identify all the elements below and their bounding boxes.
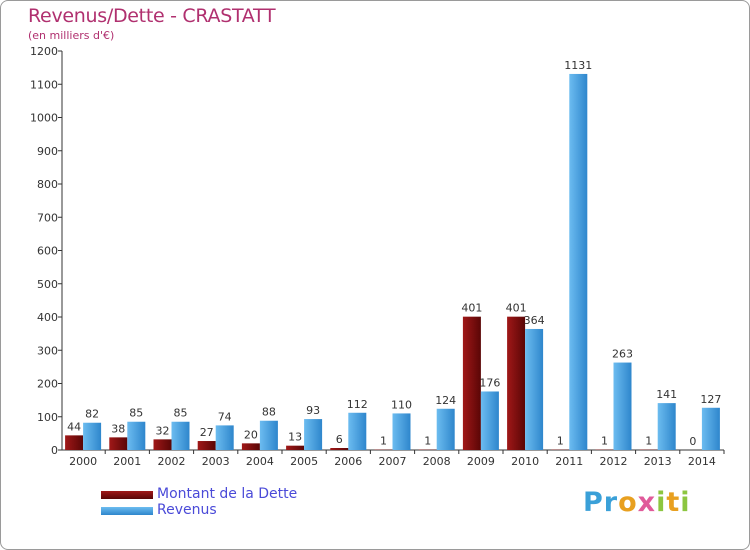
data-label-revenue: 263 [612, 348, 633, 361]
bar-debt [197, 441, 216, 450]
data-label-debt: 401 [461, 302, 482, 315]
data-label-revenue: 93 [306, 404, 320, 417]
proxiti-logo: Proxiti [583, 487, 691, 518]
bar-revenue [480, 391, 499, 450]
x-tick-label: 2009 [467, 455, 495, 468]
data-label-revenue: 110 [391, 398, 412, 411]
y-tick-label: 800 [37, 178, 58, 191]
data-label-debt: 401 [506, 302, 527, 315]
bar-revenue [171, 421, 190, 450]
data-label-debt: 1 [557, 435, 564, 448]
x-tick-label: 2012 [600, 455, 628, 468]
bar-revenue [436, 408, 455, 450]
legend-swatch-revenue [101, 507, 153, 515]
bar-revenue [304, 419, 323, 450]
y-tick-label: 100 [37, 411, 58, 424]
data-label-revenue: 82 [85, 408, 99, 421]
legend-swatch-debt [101, 491, 153, 499]
x-tick-label: 2004 [246, 455, 274, 468]
data-label-revenue: 74 [218, 410, 232, 423]
bar-debt [109, 437, 128, 450]
y-tick-label: 400 [37, 311, 58, 324]
y-tick-label: 1200 [30, 45, 58, 58]
x-tick-label: 2010 [511, 455, 539, 468]
bar-debt [462, 316, 481, 450]
chart-title: Revenus/Dette - CRASTATT [28, 5, 276, 27]
bar-debt [241, 443, 260, 450]
data-label-debt: 0 [689, 435, 696, 448]
data-label-revenue: 127 [700, 393, 721, 406]
bar-debt [507, 316, 526, 450]
data-label-debt: 13 [288, 431, 302, 444]
data-label-debt: 32 [156, 424, 170, 437]
x-tick-label: 2003 [202, 455, 230, 468]
y-tick-label: 0 [51, 444, 58, 457]
legend-label-debt: Montant de la Dette [157, 486, 298, 502]
bar-revenue [259, 420, 278, 450]
x-tick-label: 2007 [379, 455, 407, 468]
y-tick-label: 300 [37, 344, 58, 357]
chart-subtitle: (en milliers d'€) [28, 29, 115, 42]
y-tick-label: 600 [37, 245, 58, 258]
bar-revenue [127, 421, 146, 450]
data-label-debt: 1 [424, 435, 431, 448]
x-tick-label: 2011 [555, 455, 583, 468]
bar-revenue [657, 403, 676, 450]
bar-revenue [613, 362, 632, 450]
bar-debt [286, 445, 305, 450]
data-label-revenue: 85 [129, 407, 143, 420]
data-label-debt: 1 [601, 435, 608, 448]
bar-debt [153, 439, 172, 450]
legend-label-revenue: Revenus [157, 502, 217, 518]
bar-revenue [569, 73, 588, 450]
bars-group [65, 73, 720, 450]
y-tick-label: 700 [37, 211, 58, 224]
data-label-debt: 1 [645, 435, 652, 448]
data-label-revenue: 124 [435, 394, 456, 407]
bar-debt [65, 435, 84, 450]
data-label-debt: 27 [200, 426, 214, 439]
x-tick-label: 2008 [423, 455, 451, 468]
y-tick-label: 200 [37, 378, 58, 391]
data-label-debt: 1 [380, 435, 387, 448]
data-label-revenue: 88 [262, 406, 276, 419]
data-label-debt: 44 [67, 420, 81, 433]
x-tick-label: 2013 [644, 455, 672, 468]
bar-revenue [83, 422, 102, 450]
bar-revenue [525, 328, 544, 450]
data-label-revenue: 85 [174, 407, 188, 420]
data-label-revenue: 176 [479, 376, 500, 389]
labels-group: 4482388532852774208813936112111011244011… [67, 59, 721, 448]
data-label-debt: 6 [336, 433, 343, 446]
y-tick-label: 500 [37, 278, 58, 291]
data-label-revenue: 112 [347, 398, 368, 411]
data-label-revenue: 1131 [564, 59, 592, 72]
data-label-revenue: 141 [656, 388, 677, 401]
y-tick-label: 1100 [30, 78, 58, 91]
bar-revenue [215, 425, 234, 450]
bar-revenue [392, 413, 411, 450]
bar-debt [330, 448, 349, 450]
data-label-debt: 38 [111, 422, 125, 435]
data-label-revenue: 364 [524, 314, 545, 327]
bar-revenue [701, 407, 720, 450]
x-tick-label: 2001 [113, 455, 141, 468]
x-tick-label: 2006 [334, 455, 362, 468]
bar-revenue [348, 412, 367, 450]
y-tick-label: 900 [37, 145, 58, 158]
y-tick-label: 1000 [30, 112, 58, 125]
x-tick-label: 2014 [688, 455, 716, 468]
data-label-debt: 20 [244, 428, 258, 441]
x-tick-label: 2000 [69, 455, 97, 468]
x-tick-label: 2005 [290, 455, 318, 468]
x-tick-label: 2002 [158, 455, 186, 468]
